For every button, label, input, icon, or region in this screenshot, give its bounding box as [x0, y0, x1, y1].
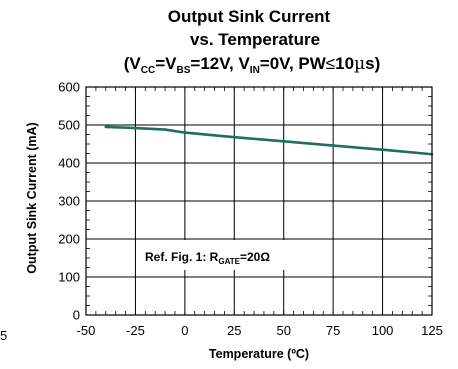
y-tick-label: 0	[73, 308, 80, 323]
stray-label: 5	[0, 328, 7, 343]
chart-title-line-2: vs. Temperature	[190, 30, 320, 49]
x-tick-label: 125	[421, 323, 443, 338]
annotation-background	[140, 240, 325, 270]
annotation-text: Ref. Fig. 1: RGATE=20Ω	[145, 250, 270, 266]
y-tick-label: 600	[58, 80, 80, 95]
x-tick-label: 100	[372, 323, 394, 338]
x-tick-labels: -50 -25 0 25 50 75 100 125	[77, 323, 443, 338]
y-tick-label: 100	[58, 270, 80, 285]
x-tick-label: 25	[227, 323, 241, 338]
x-tick-label: 50	[276, 323, 290, 338]
x-tick-label: 75	[326, 323, 340, 338]
plot-frame	[85, 86, 433, 316]
series	[104, 125, 434, 156]
y-axis-label: Output Sink Current (mA)	[25, 122, 39, 273]
grid	[86, 87, 432, 315]
x-tick-label: -50	[77, 323, 96, 338]
x-tick-label: 0	[181, 323, 188, 338]
y-tick-labels: 0 100 200 300 400 500 600	[58, 80, 80, 323]
y-tick-label: 200	[58, 232, 80, 247]
series-line	[104, 125, 434, 156]
y-tick-label: 300	[58, 194, 80, 209]
x-tick-label: -25	[126, 323, 145, 338]
chart-conditions: (VCC=VBS=12V, VIN=0V, PW≤10µs)	[124, 54, 381, 76]
y-tick-label: 500	[58, 118, 80, 133]
y-tick-label: 400	[58, 156, 80, 171]
chart-title-line-1: Output Sink Current	[168, 7, 331, 26]
x-axis-label: Temperature (ºC)	[209, 347, 309, 361]
